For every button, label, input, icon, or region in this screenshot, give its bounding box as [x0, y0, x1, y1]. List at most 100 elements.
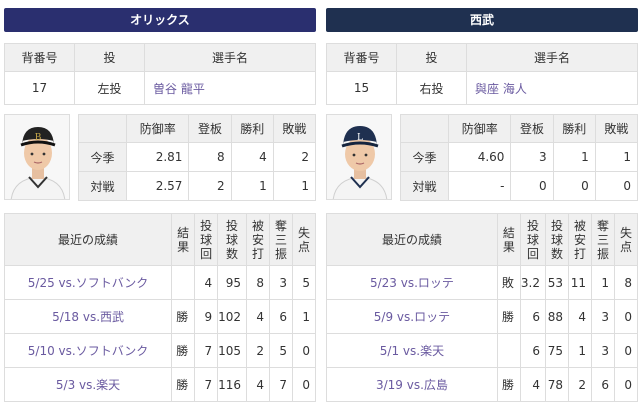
- game-hits: 1: [568, 333, 592, 368]
- player-photo-seibu-icon: L: [327, 115, 391, 199]
- stats-corner: [78, 114, 127, 143]
- table-row: 5/9 vs.ロッテ 勝 6 88 4 3 0: [326, 299, 638, 334]
- game-result: 勝: [171, 299, 196, 334]
- stats-value: 1: [594, 142, 638, 172]
- pitcher-name-link[interactable]: 與座 海人: [466, 71, 638, 105]
- col-number: 背番号: [4, 43, 75, 72]
- game-strikeouts: 1: [591, 265, 615, 300]
- game-strikeouts: 3: [591, 299, 615, 334]
- stats-col-games: 登板: [510, 114, 554, 143]
- game-link[interactable]: 5/23 vs.ロッテ: [326, 265, 498, 300]
- recent-col-strikeouts: 奪三振: [591, 213, 615, 266]
- team-name-header: オリックス: [4, 8, 316, 32]
- game-runs: 8: [614, 265, 638, 300]
- game-hits: 8: [246, 265, 270, 300]
- recent-games-table: 最近の成績 結果 投球回 投球数 被安打 奪三振 失点 5/25 vs.ソフトバ…: [3, 213, 316, 402]
- game-innings: 6: [519, 299, 547, 334]
- season-stats-table: 防御率 登板 勝利 敗戦 今季 4.60 3 1 1 対戦 - 0 0 0: [400, 114, 638, 201]
- player-photo: B: [4, 114, 70, 200]
- game-runs: 0: [614, 333, 638, 368]
- stats-value: 0: [594, 171, 638, 201]
- game-link[interactable]: 5/18 vs.西武: [3, 299, 173, 334]
- table-row: 5/25 vs.ソフトバンク 4 95 8 3 5: [3, 265, 316, 300]
- game-pitches: 78: [545, 367, 569, 402]
- table-row: 5/23 vs.ロッテ 敗 3.2 53 11 1 8: [326, 265, 638, 300]
- game-pitches: 75: [545, 333, 569, 368]
- recent-col-result: 結果: [171, 213, 196, 266]
- stats-value: 1: [272, 171, 317, 201]
- stats-col-era: 防御率: [125, 114, 190, 143]
- player-photo-orix-icon: B: [5, 115, 69, 199]
- stats-value: 0: [510, 171, 554, 201]
- recent-col-hits: 被安打: [246, 213, 270, 266]
- recent-col-result: 結果: [496, 213, 521, 266]
- stats-value: 2: [272, 142, 317, 172]
- stats-value: 2.81: [125, 142, 190, 172]
- game-innings: 6: [519, 333, 547, 368]
- pitcher-name-link[interactable]: 曽谷 龍平: [144, 71, 316, 105]
- stats-row-label: 対戦: [78, 171, 127, 201]
- game-innings: 4: [519, 367, 547, 402]
- stats-value: 4: [230, 142, 274, 172]
- game-result: [171, 265, 196, 300]
- table-row: 5/1 vs.楽天 6 75 1 3 0: [326, 333, 638, 368]
- pitcher-number: 15: [326, 71, 397, 105]
- recent-games-table: 最近の成績 結果 投球回 投球数 被安打 奪三振 失点 5/23 vs.ロッテ …: [326, 213, 638, 402]
- col-throw: 投: [74, 43, 145, 72]
- game-result: 敗: [496, 265, 521, 300]
- game-runs: 0: [292, 367, 316, 402]
- table-row: 5/3 vs.楽天 勝 7 116 4 7 0: [3, 367, 316, 402]
- game-link[interactable]: 5/25 vs.ソフトバンク: [3, 265, 173, 300]
- recent-col-runs: 失点: [614, 213, 638, 266]
- game-strikeouts: 3: [269, 265, 293, 300]
- recent-title: 最近の成績: [326, 213, 498, 266]
- game-result: 勝: [496, 367, 521, 402]
- game-innings: 9: [194, 299, 219, 334]
- svg-text:B: B: [35, 133, 42, 143]
- season-stats-table: 防御率 登板 勝利 敗戦 今季 2.81 8 4 2 対戦 2.57 2 1 1: [78, 114, 317, 201]
- game-result: 勝: [171, 333, 196, 368]
- game-link[interactable]: 5/3 vs.楽天: [3, 367, 173, 402]
- game-link[interactable]: 5/9 vs.ロッテ: [326, 299, 498, 334]
- game-hits: 2: [246, 333, 270, 368]
- player-photo: L: [326, 114, 392, 200]
- starting-pitcher-table: 背番号 投 選手名 15 右投 與座 海人: [326, 43, 638, 105]
- game-innings: 4: [194, 265, 219, 300]
- game-result: 勝: [496, 299, 521, 334]
- col-throw: 投: [396, 43, 467, 72]
- game-pitches: 102: [217, 299, 247, 334]
- game-pitches: 95: [217, 265, 247, 300]
- team-panel-seibu: 西武 背番号 投 選手名 15 右投 與座 海人 L: [326, 0, 638, 411]
- game-runs: 0: [614, 299, 638, 334]
- col-number: 背番号: [326, 43, 397, 72]
- stats-row-label: 今季: [78, 142, 127, 172]
- game-strikeouts: 3: [591, 333, 615, 368]
- game-link[interactable]: 3/19 vs.広島: [326, 367, 498, 402]
- game-strikeouts: 6: [591, 367, 615, 402]
- stats-value: 2: [188, 171, 232, 201]
- stats-value: 2.57: [125, 171, 190, 201]
- stats-row-label: 対戦: [400, 171, 449, 201]
- game-runs: 0: [614, 367, 638, 402]
- stats-value: 4.60: [447, 142, 512, 172]
- game-runs: 0: [292, 333, 316, 368]
- recent-title: 最近の成績: [3, 213, 173, 266]
- game-link[interactable]: 5/10 vs.ソフトバンク: [3, 333, 173, 368]
- team-name-header: 西武: [326, 8, 638, 32]
- starting-pitcher-table: 背番号 投 選手名 17 左投 曽谷 龍平: [4, 43, 316, 105]
- game-hits: 4: [246, 367, 270, 402]
- game-innings: 7: [194, 367, 219, 402]
- stats-row-label: 今季: [400, 142, 449, 172]
- stats-col-wins: 勝利: [230, 114, 274, 143]
- table-row: 3/19 vs.広島 勝 4 78 2 6 0: [326, 367, 638, 402]
- recent-col-pitches: 投球数: [545, 213, 569, 266]
- game-hits: 2: [568, 367, 592, 402]
- col-name: 選手名: [466, 43, 638, 72]
- stats-value: 3: [510, 142, 554, 172]
- game-innings: 3.2: [519, 265, 547, 300]
- stats-value: -: [447, 171, 512, 201]
- stats-col-era: 防御率: [447, 114, 512, 143]
- game-link[interactable]: 5/1 vs.楽天: [326, 333, 498, 368]
- team-panel-orix: オリックス 背番号 投 選手名 17 左投 曽谷 龍平 B: [3, 0, 317, 411]
- game-pitches: 53: [545, 265, 569, 300]
